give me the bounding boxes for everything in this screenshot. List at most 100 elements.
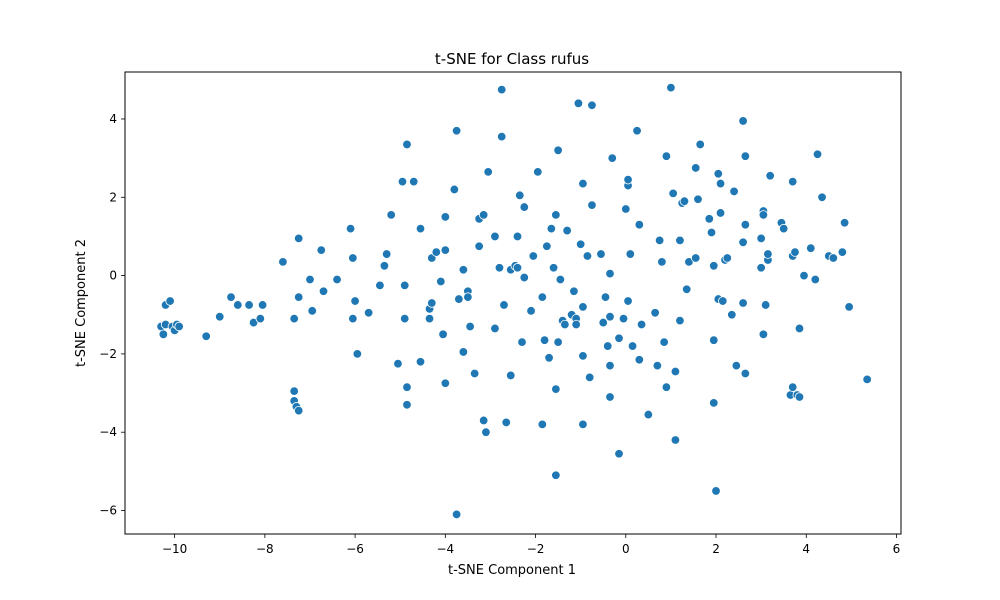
data-point-64 [458,265,469,275]
data-point-92 [526,306,536,316]
y-axis: −6 −4 −2 0 2 4 [99,112,125,518]
data-point-89 [517,337,527,347]
data-point-194 [758,210,769,220]
data-point-209 [794,323,805,334]
data-point-118 [578,302,588,312]
data-point-86 [512,263,523,273]
data-point-107 [555,274,566,285]
data-point-116 [575,239,586,249]
data-point-162 [679,196,690,206]
data-point-149 [652,360,663,371]
data-point-114 [571,319,581,330]
data-point-58 [440,212,451,222]
x-tick-label: −6 [346,542,364,556]
y-tick-label: 2 [109,190,117,204]
data-point-87 [512,231,523,242]
y-tick-label: 0 [109,269,117,283]
data-point-127 [600,292,611,302]
data-point-132 [605,392,615,402]
data-point-120 [578,419,588,430]
data-point-83 [506,370,516,381]
data-point-63 [454,294,464,304]
data-point-99 [544,353,554,363]
data-point-24 [294,233,304,244]
data-point-119 [578,351,588,361]
data-point-163 [682,284,692,295]
data-point-160 [675,235,685,246]
data-point-158 [670,435,681,445]
data-point-18 [289,313,299,324]
data-point-110 [562,225,572,236]
data-point-42 [400,280,410,291]
data-point-168 [695,139,705,150]
data-point-32 [348,313,358,324]
data-point-142 [627,341,638,351]
data-point-210 [799,270,809,281]
data-point-151 [657,257,667,267]
data-point-43 [400,313,410,324]
chart-title: t-SNE for Class rufus [435,50,589,68]
data-point-10 [215,312,225,322]
data-point-12 [233,300,243,310]
data-point-48 [415,223,426,234]
data-point-11 [226,292,236,302]
data-point-94 [533,167,543,177]
data-point-135 [614,333,624,343]
data-point-30 [345,223,356,234]
data-point-122 [585,372,595,383]
data-point-103 [551,470,561,480]
data-point-112 [569,286,579,296]
data-point-17 [278,257,288,267]
data-point-61 [451,509,462,520]
data-point-204 [788,176,798,187]
data-point-145 [634,219,645,230]
data-point-52 [427,298,437,308]
data-point-208 [794,392,805,402]
data-point-78 [494,263,505,273]
y-tick-label: −4 [99,425,117,439]
data-point-57 [440,378,451,388]
data-point-171 [709,261,719,271]
data-point-173 [709,398,719,408]
data-point-218 [839,218,850,228]
data-point-179 [718,296,728,306]
data-point-117 [578,178,588,189]
data-point-91 [519,272,529,283]
data-point-170 [706,227,717,238]
data-point-139 [623,174,633,185]
data-point-185 [738,116,748,126]
x-tick-label: 6 [893,542,901,556]
data-point-141 [625,249,636,259]
data-point-147 [643,409,654,420]
data-point-219 [844,302,854,312]
data-point-148 [650,308,660,318]
data-point-39 [386,210,396,220]
data-point-115 [573,98,584,109]
data-point-128 [603,341,613,351]
data-point-146 [636,319,647,330]
data-point-50 [424,313,435,324]
data-point-124 [587,100,597,110]
data-point-133 [607,153,617,163]
data-point-195 [758,329,769,340]
data-point-198 [763,249,773,259]
data-point-181 [722,253,733,263]
data-point-93 [528,251,539,261]
data-point-56 [438,329,448,340]
data-point-172 [709,335,719,345]
data-point-134 [614,449,624,459]
data-point-67 [463,292,473,302]
data-point-102 [551,384,561,394]
data-point-36 [375,280,385,291]
x-tick-label: −4 [436,542,454,556]
data-point-130 [605,312,615,322]
data-point-26 [307,306,317,316]
data-point-152 [659,337,669,347]
data-point-165 [691,253,701,263]
data-point-13 [244,300,254,310]
data-point-190 [740,219,751,230]
data-point-213 [812,149,823,159]
data-point-37 [379,261,390,271]
data-point-186 [738,237,748,248]
